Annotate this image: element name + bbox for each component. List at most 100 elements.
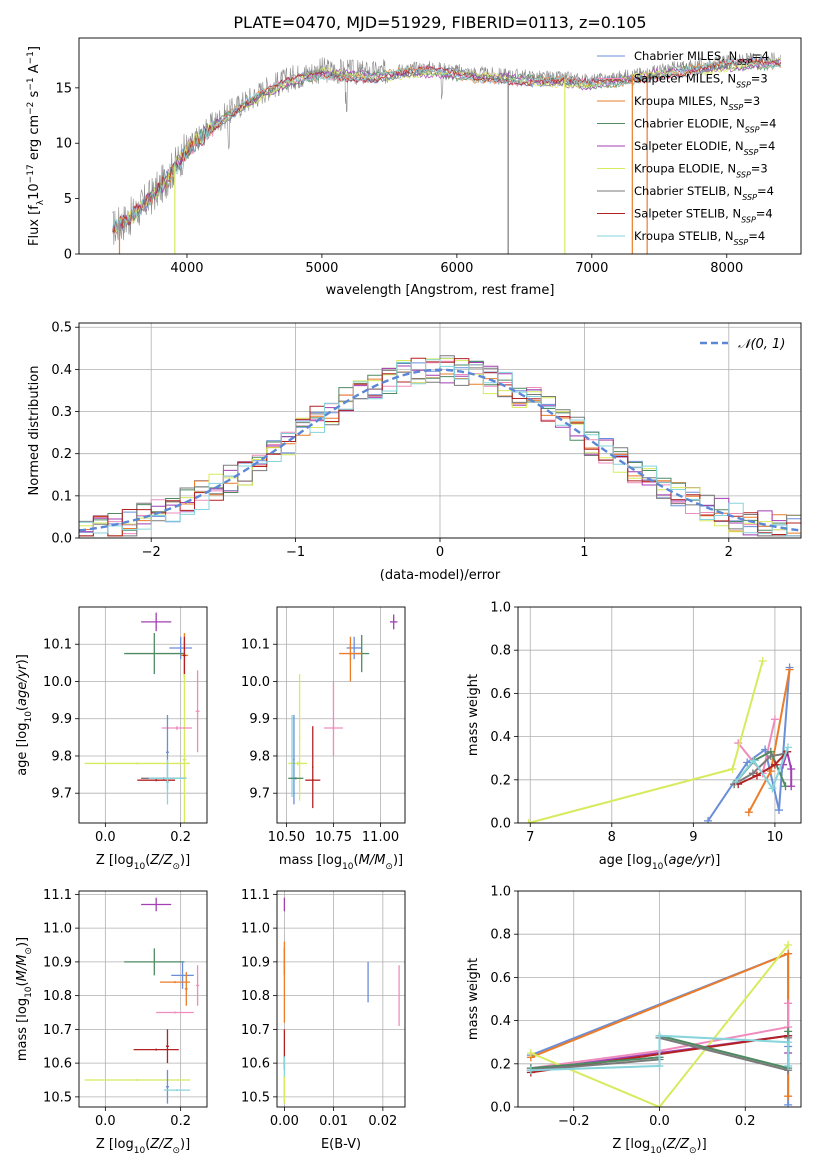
spectrum-model bbox=[112, 59, 782, 233]
weight-marker bbox=[748, 769, 757, 778]
weight-marker bbox=[758, 657, 767, 665]
legend-label-suffix: =3 bbox=[751, 72, 768, 86]
y-tick-label: 10.1 bbox=[241, 638, 270, 653]
y-axis-label: mass [log10(M/M⊙)] bbox=[15, 937, 34, 1061]
y-tick-label: 0.4 bbox=[490, 1014, 511, 1029]
x-axis-label: Z [log10(Z/Z⊙)] bbox=[612, 1137, 706, 1156]
legend-label: Kroupa STELIB, NSSP=4 bbox=[634, 229, 765, 247]
label-part: )] bbox=[180, 1137, 190, 1152]
legend-label: Salpeter ELODIE, NSSP=4 bbox=[634, 139, 775, 157]
x-tick-label: 7000 bbox=[575, 261, 608, 276]
x-tick-label: 7 bbox=[526, 830, 534, 845]
label-part: age/yr bbox=[15, 663, 30, 706]
y-tick-label: 10.9 bbox=[241, 955, 270, 970]
legend-label-text: Chabrier MILES, N bbox=[634, 49, 737, 63]
label-part: −17 bbox=[26, 164, 36, 183]
x-axis-label: E(B-V) bbox=[321, 1137, 361, 1152]
weight-marker bbox=[743, 758, 752, 767]
y-tick-label: 0.4 bbox=[51, 363, 72, 378]
x-tick-label: 0.00 bbox=[270, 1114, 299, 1129]
label-part: ⊙ bbox=[172, 1146, 180, 1156]
y-tick-label: 15 bbox=[55, 81, 72, 96]
legend-label: 𝒩(0, 1) bbox=[738, 337, 785, 352]
legend-label-suffix: =4 bbox=[757, 184, 774, 198]
x-tick-label: −1 bbox=[286, 545, 305, 560]
label-part: )] bbox=[15, 654, 30, 664]
label-part: Z/Z bbox=[149, 1137, 173, 1152]
weight-marker bbox=[784, 1061, 793, 1070]
y-tick-label: 0 bbox=[64, 248, 72, 263]
weight-marker bbox=[744, 808, 753, 817]
y-tick-label: 11.1 bbox=[43, 888, 72, 903]
weight-marker bbox=[766, 767, 775, 776]
label-part: −2 bbox=[26, 102, 36, 115]
legend-label-suffix: =4 bbox=[748, 229, 765, 243]
weight-marker bbox=[749, 756, 758, 765]
label-part: Flux [f bbox=[27, 205, 42, 246]
label-part: ⊙ bbox=[689, 1146, 697, 1156]
weight-marker bbox=[704, 816, 713, 823]
axes-Z_mass: 0.0 0.2 10.5 10.6 10.7 10.8 10.9 11.0 11.1 Z [log… bbox=[15, 888, 208, 1156]
weight-marker bbox=[784, 949, 793, 958]
axes-frame bbox=[517, 890, 802, 1108]
label-part: −1 bbox=[26, 51, 36, 64]
x-tick-label: 0.2 bbox=[735, 1114, 756, 1129]
y-tick-label: 0.5 bbox=[51, 321, 72, 336]
x-axis-label: Z [log10(Z/Z⊙)] bbox=[96, 1137, 190, 1156]
label-part: ( bbox=[145, 1137, 150, 1152]
weight-line bbox=[528, 660, 764, 823]
axes-frame bbox=[78, 890, 208, 1108]
y-tick-label: 10.8 bbox=[241, 989, 270, 1004]
y-tick-label: 9.7 bbox=[249, 787, 270, 802]
axes-residuals: −2 −1 0 1 2 0.0 0.1 0.2 0.3 0.4 0.5 𝒩(0, 1) (data-mo… bbox=[27, 321, 802, 583]
label-part: ⊙ bbox=[172, 862, 180, 872]
label-part: ( bbox=[15, 981, 30, 986]
legend-label-sub: SSP bbox=[729, 103, 744, 112]
x-tick-label: 0 bbox=[436, 545, 444, 560]
axes-frame bbox=[78, 606, 208, 824]
y-tick-label: 10.0 bbox=[241, 675, 270, 690]
legend-label-suffix: =4 bbox=[752, 49, 769, 63]
y-tick-label: 0.0 bbox=[490, 817, 511, 832]
label-part: 10 bbox=[24, 986, 34, 998]
label-part: )] bbox=[393, 853, 403, 868]
x-axis-label: mass [log10(M/M⊙)] bbox=[279, 853, 403, 872]
x-tick-label: 0.0 bbox=[649, 1114, 670, 1129]
x-axis-label: wavelength [Angstrom, rest frame] bbox=[326, 283, 555, 298]
weight-marker bbox=[526, 1049, 535, 1057]
label-part: ⊙ bbox=[385, 862, 393, 872]
weight-marker bbox=[770, 715, 779, 724]
y-tick-label: 11.0 bbox=[43, 922, 72, 937]
y-tick-label: 1.0 bbox=[490, 885, 511, 900]
label-part: Z [log bbox=[612, 1137, 650, 1152]
weight-marker bbox=[655, 1061, 664, 1070]
x-axis-label: age [log10(age/yr)] bbox=[599, 853, 721, 872]
legend-label: Kroupa ELODIE, NSSP=3 bbox=[634, 162, 768, 180]
axes-mass_age: 10.50 10.75 11.00 9.7 9.8 9.9 10.0 10.1 mass [lo… bbox=[241, 606, 406, 872]
weight-marker bbox=[770, 760, 779, 769]
histogram-series bbox=[79, 359, 801, 537]
weight-marker bbox=[784, 999, 793, 1008]
weight-marker bbox=[784, 1092, 793, 1101]
legend-label-sub: SSP bbox=[741, 215, 756, 224]
y-tick-label: 0.6 bbox=[490, 971, 511, 986]
x-axis-label: Z [log10(Z/Z⊙)] bbox=[96, 853, 190, 872]
legend-label-text: Kroupa STELIB, N bbox=[634, 229, 734, 243]
label-part: Z/Z bbox=[149, 853, 173, 868]
label-part: M/M bbox=[15, 955, 30, 982]
weight-marker bbox=[784, 941, 793, 949]
y-tick-label: 11.0 bbox=[241, 922, 270, 937]
x-tick-label: 2 bbox=[725, 545, 733, 560]
y-tick-label: 9.9 bbox=[249, 712, 270, 727]
label-part: mass [log bbox=[279, 853, 342, 868]
weight-marker bbox=[785, 665, 794, 674]
x-tick-label: 0.0 bbox=[95, 830, 116, 845]
label-part: age [log bbox=[15, 723, 30, 776]
plot-area bbox=[79, 323, 801, 538]
y-tick-label: 10.6 bbox=[241, 1057, 270, 1072]
label-part: age/yr bbox=[668, 853, 711, 868]
x-tick-label: 10.75 bbox=[315, 830, 352, 845]
y-tick-label: 9.8 bbox=[249, 749, 270, 764]
label-part: −1 bbox=[26, 77, 36, 90]
